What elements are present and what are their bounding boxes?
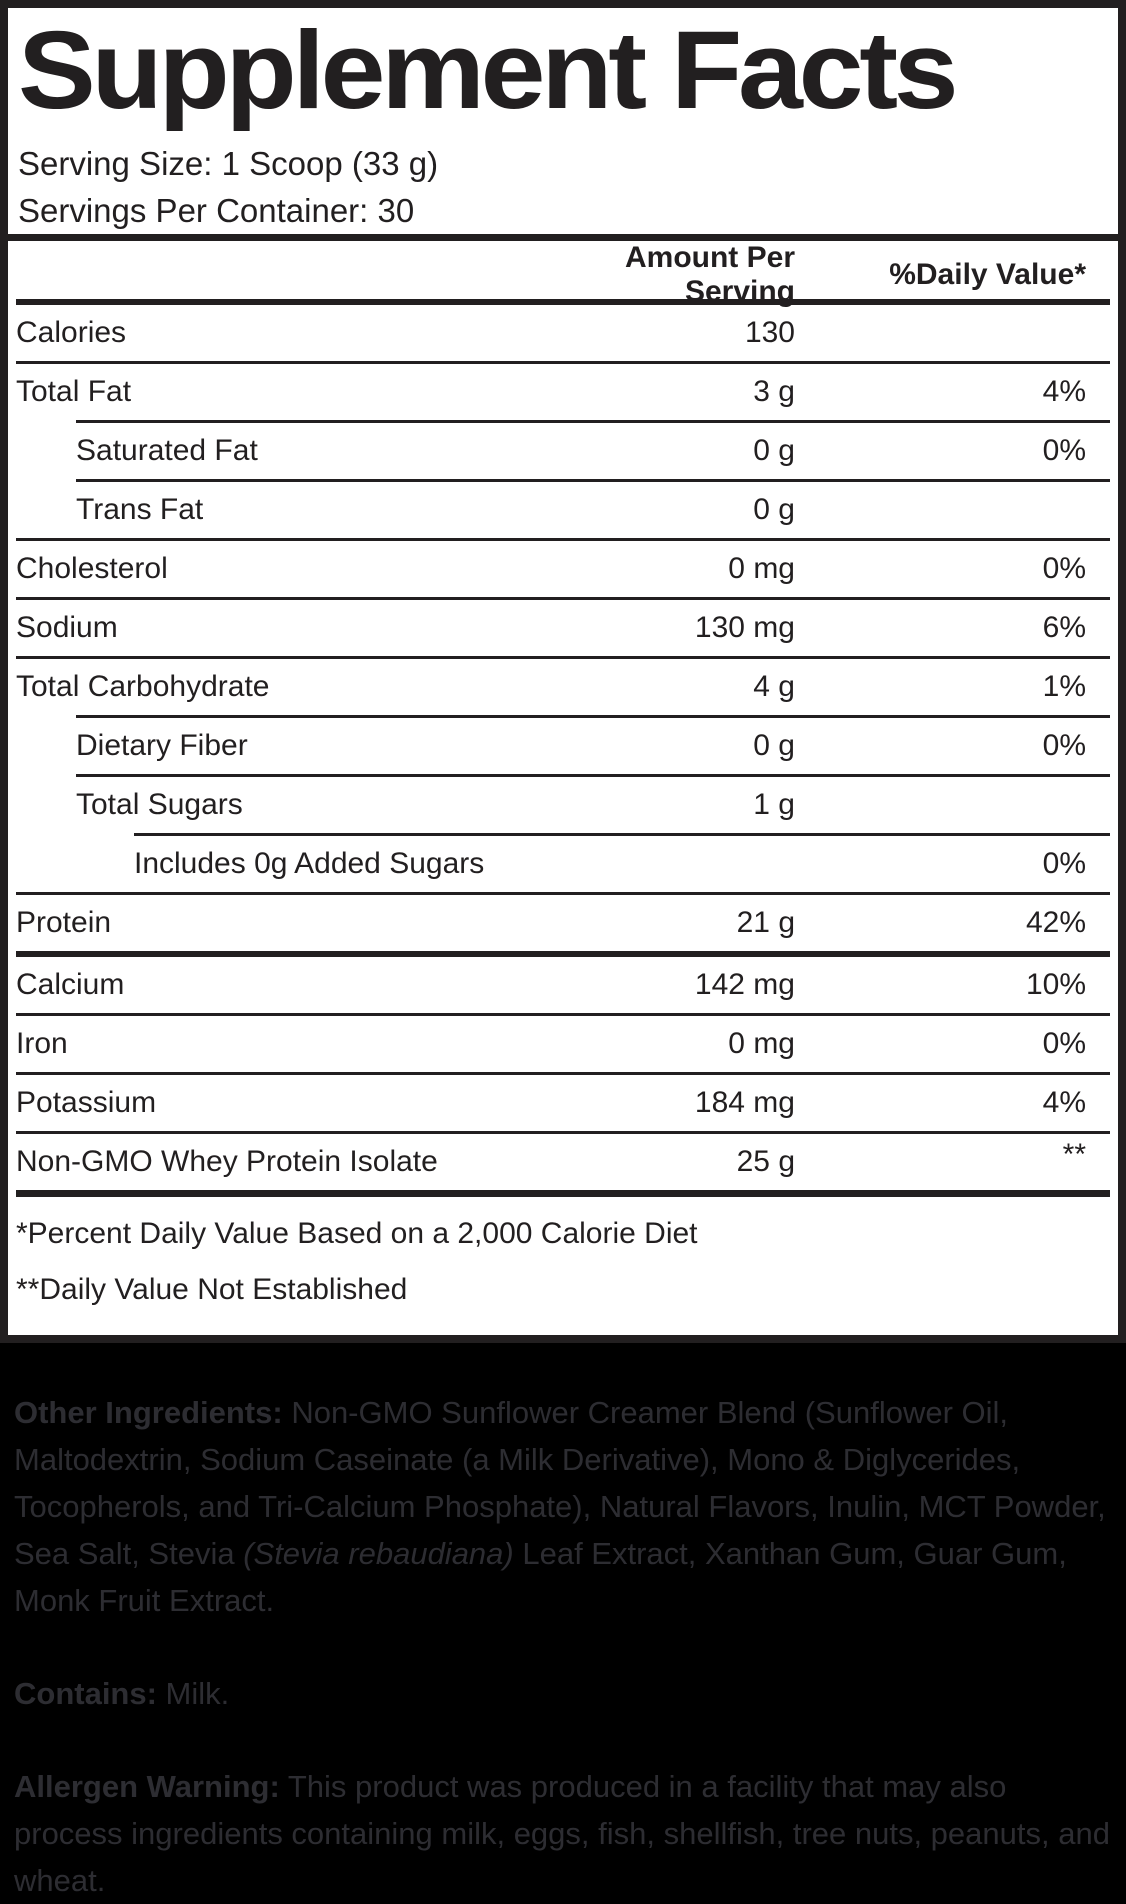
supplement-facts-panel: Supplement Facts Serving Size: 1 Scoop (… <box>0 0 1126 1343</box>
facts-table-header: Amount Per Serving %Daily Value* <box>16 241 1110 308</box>
other-ingredients-text-end: Leaf Extract, Xanthan Gum, Guar Gum, Mon… <box>14 1536 1067 1618</box>
nutrient-amount: 4 g <box>753 670 795 703</box>
contains-label: Contains: <box>14 1676 157 1711</box>
nutrient-name: Saturated Fat <box>76 434 258 467</box>
nutrient-name: Calories <box>16 316 127 349</box>
row-divider <box>16 597 1110 600</box>
table-row: Potassium 184 mg 4% <box>16 1075 1110 1131</box>
nutrient-dv: 0% <box>1042 1027 1086 1060</box>
page-title: Supplement Facts <box>18 9 959 132</box>
table-row: Protein 21 g 42% <box>16 895 1110 951</box>
facts-table: Amount Per Serving %Daily Value* Calorie… <box>8 241 1118 1197</box>
table-row: Dietary Fiber 0 g 0% <box>16 718 1110 774</box>
table-row: Iron 0 mg 0% <box>16 1016 1110 1072</box>
row-divider <box>76 420 1110 423</box>
ingredients-panel: Other Ingredients: Non-GMO Sunflower Cre… <box>0 1343 1126 1901</box>
nutrient-amount: 0 mg <box>728 552 795 585</box>
table-row: Total Fat 3 g 4% <box>16 364 1110 420</box>
row-divider <box>16 538 1110 541</box>
nutrient-dv: 0% <box>1042 434 1086 467</box>
table-row: Total Carbohydrate 4 g 1% <box>16 659 1110 715</box>
footnote-daily-value: *Percent Daily Value Based on a 2,000 Ca… <box>16 1217 698 1250</box>
serving-size: Serving Size: 1 Scoop (33 g) <box>18 145 439 182</box>
nutrient-dv: 42% <box>1025 906 1086 939</box>
nutrient-dv: 0% <box>1042 729 1086 762</box>
allergen-warning: Allergen Warning: This product was produ… <box>14 1763 1110 1904</box>
table-row: Saturated Fat 0 g 0% <box>16 423 1110 479</box>
footnote-not-established: **Daily Value Not Established <box>16 1273 408 1306</box>
table-row: Sodium 130 mg 6% <box>16 600 1110 656</box>
nutrient-name: Non-GMO Whey Protein Isolate <box>16 1145 438 1178</box>
nutrient-name: Total Carbohydrate <box>16 670 270 703</box>
nutrient-amount: 0 mg <box>728 1027 795 1060</box>
row-divider <box>16 361 1110 364</box>
nutrient-dv: 0% <box>1042 847 1086 880</box>
nutrient-amount: 142 mg <box>694 968 795 1001</box>
nutrient-amount: 3 g <box>753 375 795 408</box>
nutrient-amount: 25 g <box>736 1145 795 1178</box>
facts-table-body: Calories 130 Total Fat 3 g 4% Saturated … <box>16 305 1110 1190</box>
other-ingredients-botanical-name: (Stevia rebaudiana) <box>243 1536 514 1571</box>
nutrient-name: Calcium <box>16 968 125 1001</box>
row-divider <box>16 1131 1110 1134</box>
nutrient-amount: 1 g <box>753 788 795 821</box>
nutrient-dv: ** <box>1062 1138 1086 1171</box>
nutrient-dv: 1% <box>1042 670 1086 703</box>
nutrient-amount: 130 <box>744 316 795 349</box>
nutrient-name: Total Sugars <box>76 788 243 821</box>
nutrient-dv: 10% <box>1025 968 1086 1001</box>
footnotes: *Percent Daily Value Based on a 2,000 Ca… <box>8 1197 1118 1307</box>
row-divider <box>16 892 1110 895</box>
nutrient-name: Protein <box>16 906 112 939</box>
nutrient-amount: 21 g <box>736 906 795 939</box>
row-divider <box>76 774 1110 777</box>
row-divider <box>134 833 1110 836</box>
contains-text: Milk. <box>156 1676 230 1711</box>
nutrient-amount: 130 mg <box>694 611 795 644</box>
amount-per-serving-header: Amount Per Serving <box>624 241 795 308</box>
nutrient-name: Includes 0g Added Sugars <box>134 847 485 880</box>
other-ingredients-text: Non-GMO Sunflower Creamer Blend (Sunflow… <box>14 1395 1106 1571</box>
table-row: Calories 130 <box>16 305 1110 361</box>
nutrient-name: Total Fat <box>16 375 132 408</box>
label-header: Supplement Facts Serving Size: 1 Scoop (… <box>8 8 1118 234</box>
nutrient-name: Iron <box>16 1027 68 1060</box>
nutrient-dv: 0% <box>1042 552 1086 585</box>
row-divider <box>76 479 1110 482</box>
nutrient-amount: 0 g <box>753 729 795 762</box>
servings-per-container: Servings Per Container: 30 <box>18 192 415 229</box>
row-divider <box>16 951 1110 957</box>
table-row: Total Sugars 1 g <box>16 777 1110 833</box>
row-divider <box>76 715 1110 718</box>
table-row: Trans Fat 0 g <box>16 482 1110 538</box>
row-divider <box>16 1013 1110 1016</box>
table-bottom-divider <box>16 1190 1110 1197</box>
row-divider <box>16 656 1110 659</box>
allergen-warning-text: This product was produced in a facility … <box>14 1769 1110 1898</box>
header-table-divider <box>8 234 1118 241</box>
nutrient-amount: 0 g <box>753 434 795 467</box>
nutrient-amount: 0 g <box>753 493 795 526</box>
nutrient-name: Trans Fat <box>76 493 204 526</box>
nutrient-name: Cholesterol <box>16 552 168 585</box>
nutrient-amount: 184 mg <box>694 1086 795 1119</box>
contains-statement: Contains: Milk. <box>14 1670 1110 1717</box>
row-divider <box>16 1072 1110 1075</box>
table-row: Includes 0g Added Sugars 0% <box>16 836 1110 892</box>
other-ingredients-label: Other Ingredients: <box>14 1395 283 1430</box>
nutrient-dv: 6% <box>1042 611 1086 644</box>
nutrient-name: Dietary Fiber <box>76 729 248 762</box>
nutrient-name: Potassium <box>16 1086 157 1119</box>
header-divider <box>16 299 1110 305</box>
other-ingredients: Other Ingredients: Non-GMO Sunflower Cre… <box>14 1389 1110 1624</box>
table-row: Non-GMO Whey Protein Isolate 25 g ** <box>16 1134 1110 1190</box>
table-row: Cholesterol 0 mg 0% <box>16 541 1110 597</box>
nutrient-dv: 4% <box>1042 375 1086 408</box>
daily-value-header: %Daily Value* <box>889 258 1086 291</box>
table-row: Calcium 142 mg 10% <box>16 957 1110 1013</box>
nutrient-name: Sodium <box>16 611 118 644</box>
allergen-warning-label: Allergen Warning: <box>14 1769 280 1804</box>
nutrient-dv: 4% <box>1042 1086 1086 1119</box>
